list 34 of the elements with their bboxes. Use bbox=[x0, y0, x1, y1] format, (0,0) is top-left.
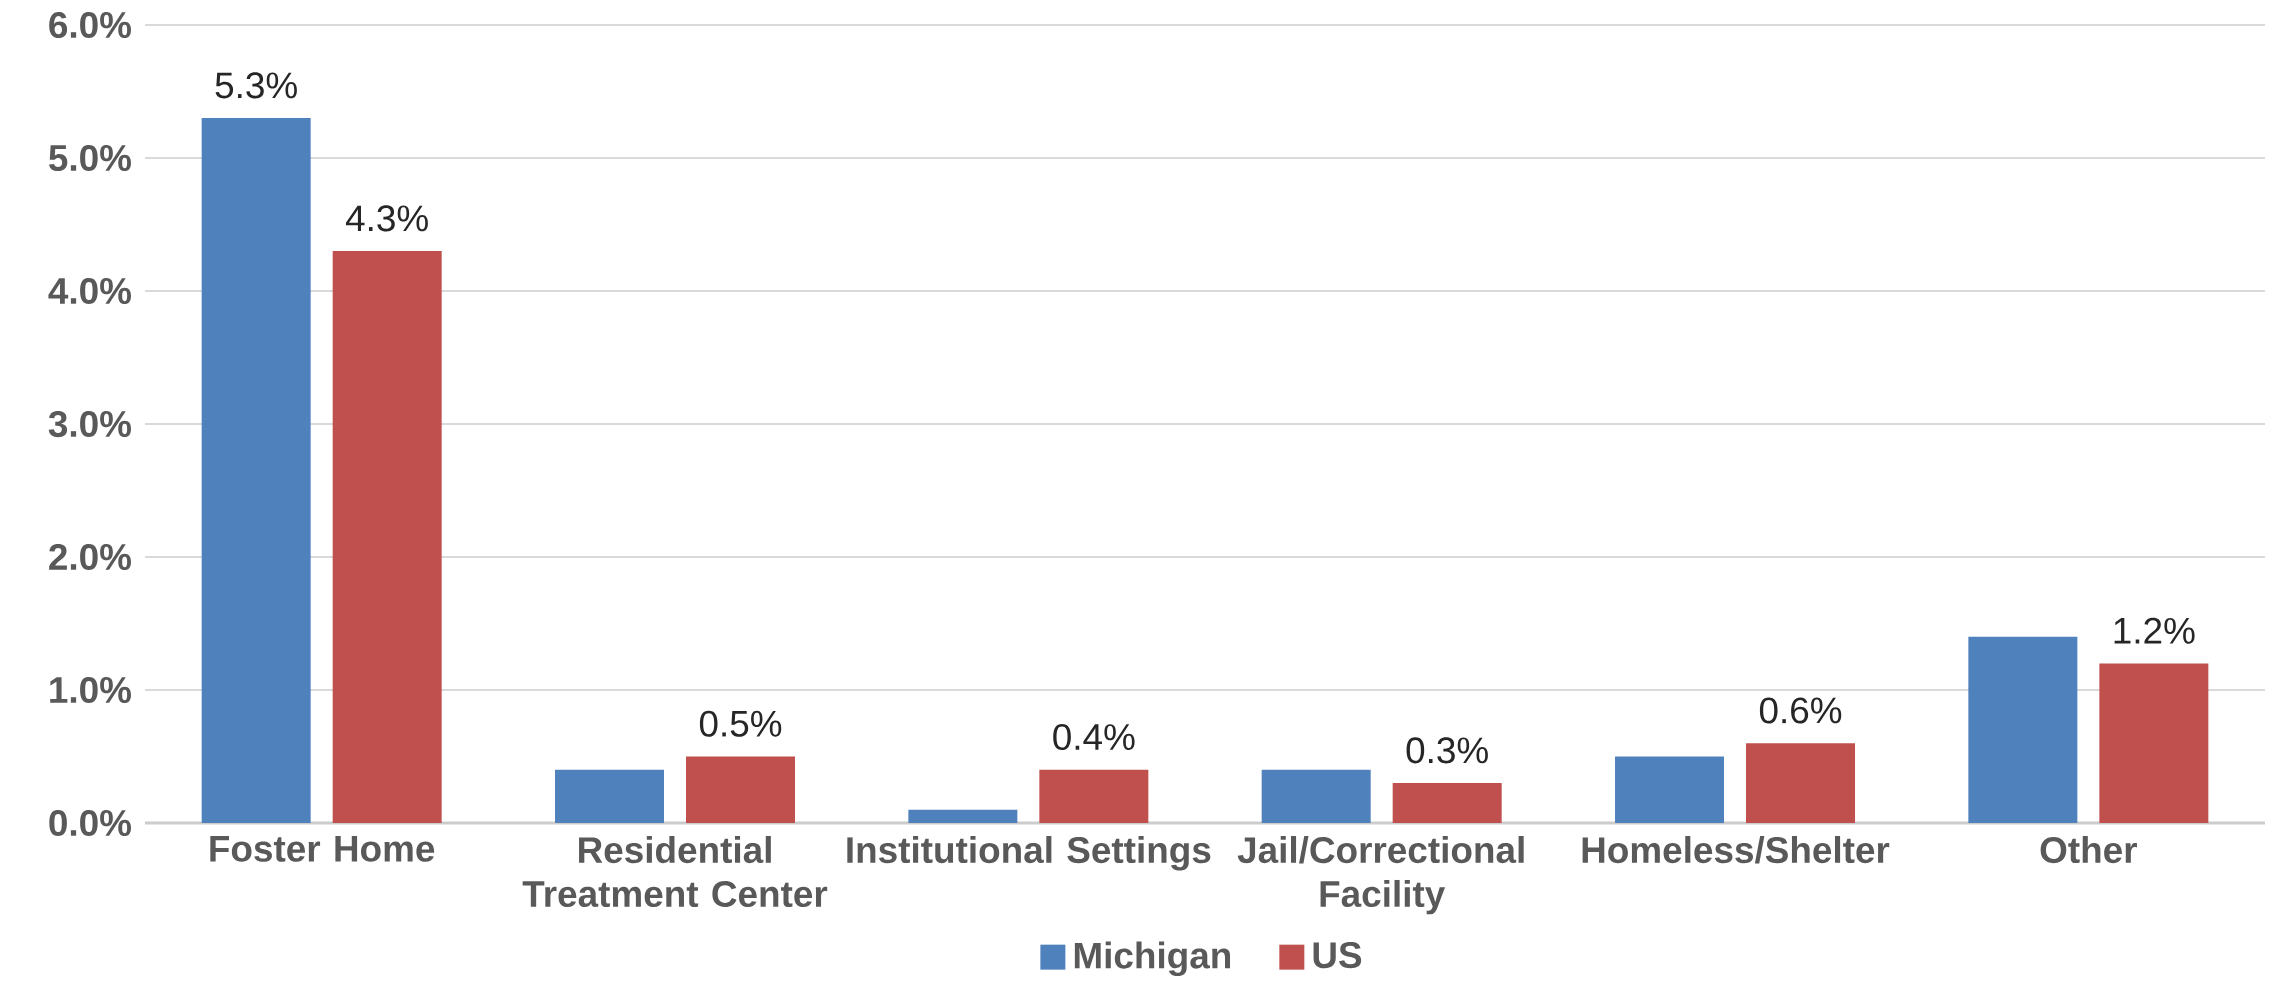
x-tick-label: Foster Home bbox=[210, 836, 435, 862]
x-tick-label: Homeless/Shelter bbox=[1582, 836, 1890, 864]
x-tick-label: Residential Treatment Center bbox=[522, 836, 828, 908]
data-label: 4.3% bbox=[345, 205, 428, 232]
bar bbox=[1261, 769, 1371, 824]
data-label: 0.6% bbox=[1759, 697, 1842, 724]
bar bbox=[1039, 769, 1149, 824]
bar bbox=[555, 769, 665, 824]
x-tick-label: Institutional Settings bbox=[847, 836, 1211, 871]
y-tick-label: 0.0% bbox=[49, 809, 131, 837]
bar bbox=[908, 809, 1018, 824]
legend-label: Michigan bbox=[1074, 941, 1231, 977]
y-tick-label: 2.0% bbox=[49, 543, 131, 571]
y-tick-label: 4.0% bbox=[48, 277, 131, 305]
bar bbox=[1615, 756, 1725, 824]
x-tick-label: Jail/Correctional Facility bbox=[1237, 836, 1524, 915]
y-tick-label: 1.0% bbox=[50, 676, 131, 704]
data-label: 0.5% bbox=[699, 710, 782, 737]
bar bbox=[686, 756, 796, 824]
data-label: 1.2% bbox=[2114, 617, 2195, 644]
data-label: 5.3% bbox=[215, 72, 297, 99]
bar bbox=[1392, 783, 1502, 824]
x-tick-label: Other bbox=[2040, 836, 2137, 864]
y-tick-label: 3.0% bbox=[48, 410, 131, 438]
y-tick-label: 5.0% bbox=[49, 144, 131, 172]
bar bbox=[1968, 636, 2078, 824]
data-label: 0.3% bbox=[1406, 737, 1488, 764]
bar bbox=[332, 251, 442, 824]
bar bbox=[1746, 743, 1856, 824]
legend-label: US bbox=[1313, 942, 1362, 969]
y-tick-label: 6.0% bbox=[49, 11, 131, 39]
bar bbox=[201, 118, 311, 824]
bar bbox=[2099, 663, 2209, 824]
data-label: 0.4% bbox=[1053, 723, 1135, 751]
